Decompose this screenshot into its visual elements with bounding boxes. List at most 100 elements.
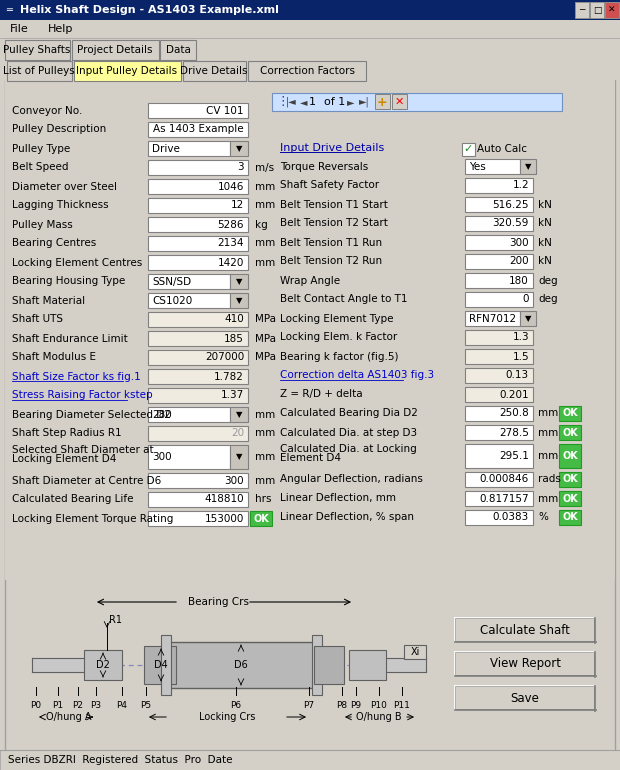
Bar [559, 472, 581, 487]
Bar [465, 292, 533, 307]
Text: Project Details: Project Details [78, 45, 153, 55]
Bar [148, 331, 248, 346]
Text: 3: 3 [237, 162, 244, 172]
Bar [14, 590, 444, 738]
Bar [455, 618, 595, 642]
Text: 1.782: 1.782 [214, 371, 244, 381]
Text: mm: mm [255, 428, 275, 438]
Bar [465, 406, 533, 421]
Bar [455, 652, 595, 676]
Text: Pulley Shafts: Pulley Shafts [3, 45, 71, 55]
Text: 1420: 1420 [218, 257, 244, 267]
Bar [559, 444, 581, 468]
Text: 300: 300 [510, 237, 529, 247]
Bar [84, 650, 122, 680]
Bar [230, 141, 248, 156]
Text: ▼: ▼ [525, 314, 531, 323]
Text: ▼: ▼ [236, 453, 242, 461]
Text: ▼: ▼ [236, 410, 242, 419]
Text: Xi: Xi [410, 647, 420, 657]
Text: 0.201: 0.201 [499, 390, 529, 400]
Bar [148, 293, 230, 308]
Text: ▼: ▼ [236, 296, 242, 305]
Bar [148, 473, 248, 488]
Text: Input Pulley Details: Input Pulley Details [76, 66, 177, 76]
Text: Shaft Safety Factor: Shaft Safety Factor [280, 180, 379, 190]
Bar [169, 642, 314, 688]
Text: Torque Reversals: Torque Reversals [280, 162, 368, 172]
Bar [148, 236, 248, 251]
Text: Locking Element Type: Locking Element Type [280, 313, 394, 323]
Text: Pulley Type: Pulley Type [12, 143, 70, 153]
Text: 1046: 1046 [218, 182, 244, 192]
Bar [272, 93, 562, 111]
Text: Bearing Housing Type: Bearing Housing Type [12, 276, 125, 286]
Bar [161, 635, 171, 695]
Text: ✕: ✕ [608, 5, 616, 15]
Bar [465, 425, 533, 440]
Text: Bearing Centres: Bearing Centres [12, 239, 96, 249]
Text: 0.000846: 0.000846 [480, 474, 529, 484]
Bar [465, 235, 533, 250]
Text: 20: 20 [231, 428, 244, 438]
Bar [148, 350, 248, 365]
Text: ─: ─ [579, 5, 585, 15]
Text: Locking Element Centres: Locking Element Centres [12, 257, 142, 267]
Text: Shaft Endurance Limit: Shaft Endurance Limit [12, 333, 128, 343]
Bar [559, 491, 581, 506]
Text: RFN7012: RFN7012 [469, 313, 516, 323]
Text: P4: P4 [117, 701, 128, 709]
Text: ✓: ✓ [463, 144, 472, 154]
Bar [148, 312, 248, 327]
Text: Locking Element D4: Locking Element D4 [12, 454, 117, 464]
Text: O/hung A: O/hung A [46, 712, 92, 722]
Bar [465, 159, 520, 174]
Text: 12: 12 [231, 200, 244, 210]
Text: ⋮: ⋮ [276, 95, 288, 109]
Text: OK: OK [562, 474, 578, 484]
Text: Pulley Description: Pulley Description [12, 125, 106, 135]
Bar [559, 406, 581, 421]
Bar [7, 61, 72, 81]
Bar [183, 61, 246, 81]
Text: mm: mm [538, 427, 558, 437]
Bar [465, 510, 533, 525]
Bar [404, 645, 426, 659]
Text: P6: P6 [231, 701, 242, 709]
Bar [462, 143, 475, 156]
Bar [248, 61, 366, 81]
Text: 0.0383: 0.0383 [493, 513, 529, 523]
Text: 300: 300 [224, 476, 244, 486]
Bar [465, 311, 520, 326]
Text: |◄: |◄ [286, 97, 297, 107]
Text: 0.817157: 0.817157 [479, 494, 529, 504]
Text: kN: kN [538, 219, 552, 229]
Text: 5286: 5286 [218, 219, 244, 229]
Text: Correction Factors: Correction Factors [260, 66, 355, 76]
Bar [5, 40, 70, 60]
Text: 0.13: 0.13 [506, 370, 529, 380]
Bar [455, 652, 595, 676]
Text: 185: 185 [224, 333, 244, 343]
Text: Helix Shaft Design - AS1403 Example.xml: Helix Shaft Design - AS1403 Example.xml [20, 5, 279, 15]
Text: mm: mm [538, 451, 558, 461]
Text: Shaft Material: Shaft Material [12, 296, 85, 306]
Text: ◄: ◄ [300, 97, 308, 107]
Text: ▼: ▼ [525, 162, 531, 171]
Text: Calculated Bearing Dia D2: Calculated Bearing Dia D2 [280, 409, 418, 419]
Bar [74, 61, 181, 81]
Text: Diameter over Steel: Diameter over Steel [12, 182, 117, 192]
Bar [590, 2, 604, 18]
Bar [5, 80, 615, 580]
Bar [148, 198, 248, 213]
Bar [148, 179, 248, 194]
Bar [465, 254, 533, 269]
Text: P5: P5 [141, 701, 151, 709]
Text: List of Pulleys: List of Pulleys [3, 66, 75, 76]
Text: Locking Element Torque Rating: Locking Element Torque Rating [12, 514, 174, 524]
Bar [465, 216, 533, 231]
Text: OK: OK [562, 409, 578, 419]
Text: Drive: Drive [152, 143, 180, 153]
Bar [230, 274, 248, 289]
Text: mm: mm [255, 200, 275, 210]
